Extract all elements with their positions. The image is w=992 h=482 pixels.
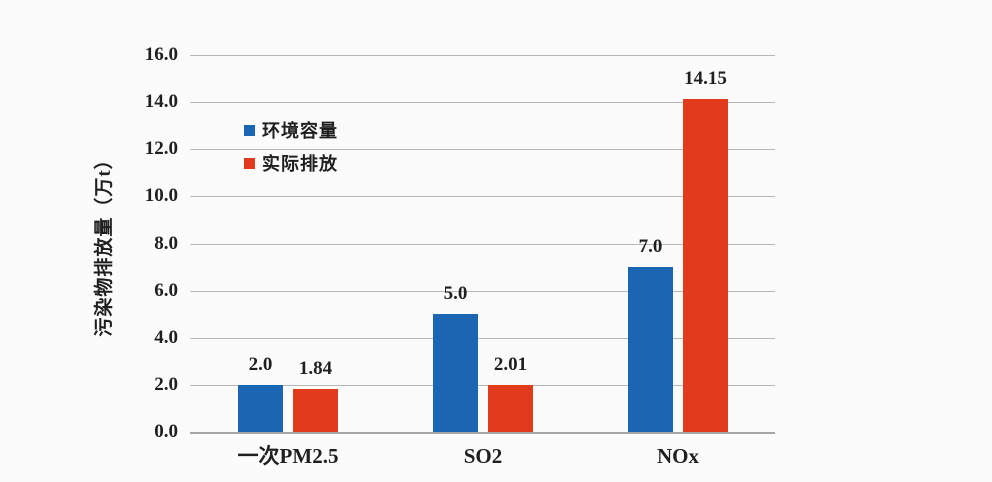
y-tick-label: 2.0 [154, 373, 178, 395]
bar-value-label: 2.0 [248, 353, 273, 375]
category-label: 一次PM2.5 [237, 444, 339, 468]
y-tick-label: 0.0 [154, 421, 178, 442]
gridline [190, 102, 775, 104]
legend-item: 实际排放 [244, 152, 338, 174]
y-tick-label: 4.0 [154, 326, 178, 348]
x-axis-line [190, 432, 775, 434]
gridline [190, 384, 775, 386]
legend: 环境容量 实际排放 [244, 119, 338, 185]
legend-item: 环境容量 [244, 119, 338, 141]
gridline [190, 243, 775, 245]
gridline [190, 337, 775, 339]
y-tick-label: 12.0 [144, 138, 178, 160]
bar-value-label: 1.84 [298, 357, 333, 379]
y-tick-label: 14.0 [144, 91, 178, 113]
bar-环境容量-NOx [628, 267, 673, 432]
bar-实际排放-NOx [683, 98, 728, 432]
bar-实际排放-SO2 [488, 384, 533, 432]
category-label: NOx [657, 444, 699, 468]
bar-value-label: 5.0 [443, 283, 468, 305]
gridline [190, 290, 775, 292]
y-tick-label: 10.0 [144, 185, 178, 207]
bar-value-label: 2.01 [493, 353, 528, 375]
bar-value-label: 7.0 [638, 236, 663, 258]
gridline [190, 55, 775, 56]
bar-实际排放-一次PM2.5 [293, 388, 338, 432]
y-tick-label: 16.0 [144, 44, 178, 65]
legend-label: 环境容量 [262, 121, 338, 141]
legend-swatch-实际排放 [244, 157, 255, 169]
gridline [190, 149, 775, 151]
y-tick-label: 8.0 [154, 232, 178, 254]
legend-swatch-环境容量 [244, 124, 255, 136]
legend-label: 实际排放 [262, 154, 338, 174]
bar-value-label: 14.15 [684, 67, 727, 89]
bar-环境容量-SO2 [433, 314, 478, 432]
category-label: SO2 [463, 444, 503, 468]
y-tick-label: 6.0 [154, 279, 178, 301]
gridline [190, 196, 775, 198]
bar-环境容量-一次PM2.5 [238, 384, 283, 432]
